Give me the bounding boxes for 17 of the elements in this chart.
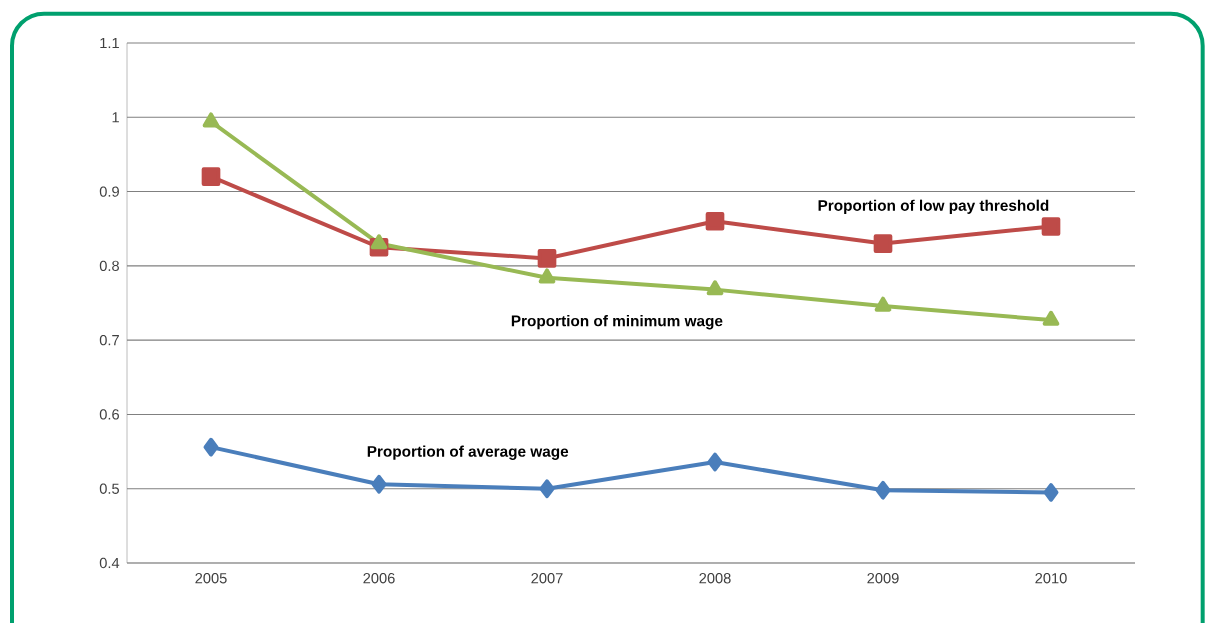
y-tick-label: 0.8 <box>99 260 119 272</box>
y-tick-label: 0.6 <box>99 409 119 420</box>
x-tick-label: 2006 <box>363 573 395 584</box>
series-label: Proportion of average wage <box>367 445 569 460</box>
y-tick-label: 1 <box>112 112 119 123</box>
y-tick-label: 0.4 <box>99 557 120 569</box>
x-tick-label: 2010 <box>1035 573 1067 584</box>
x-tick-label: 2007 <box>531 573 563 584</box>
series-label: Proportion of low pay threshold <box>818 199 1049 214</box>
x-tick-label: 2009 <box>867 573 899 584</box>
series-label: Proportion of minimum wage <box>511 315 723 330</box>
y-tick-label: 1.1 <box>100 37 119 49</box>
y-tick-label: 0.7 <box>99 334 119 346</box>
x-tick-label: 2008 <box>699 573 731 584</box>
y-tick-label: 0.9 <box>99 186 119 197</box>
x-tick-label: 2005 <box>195 573 227 584</box>
y-tick-label: 0.5 <box>99 483 119 494</box>
